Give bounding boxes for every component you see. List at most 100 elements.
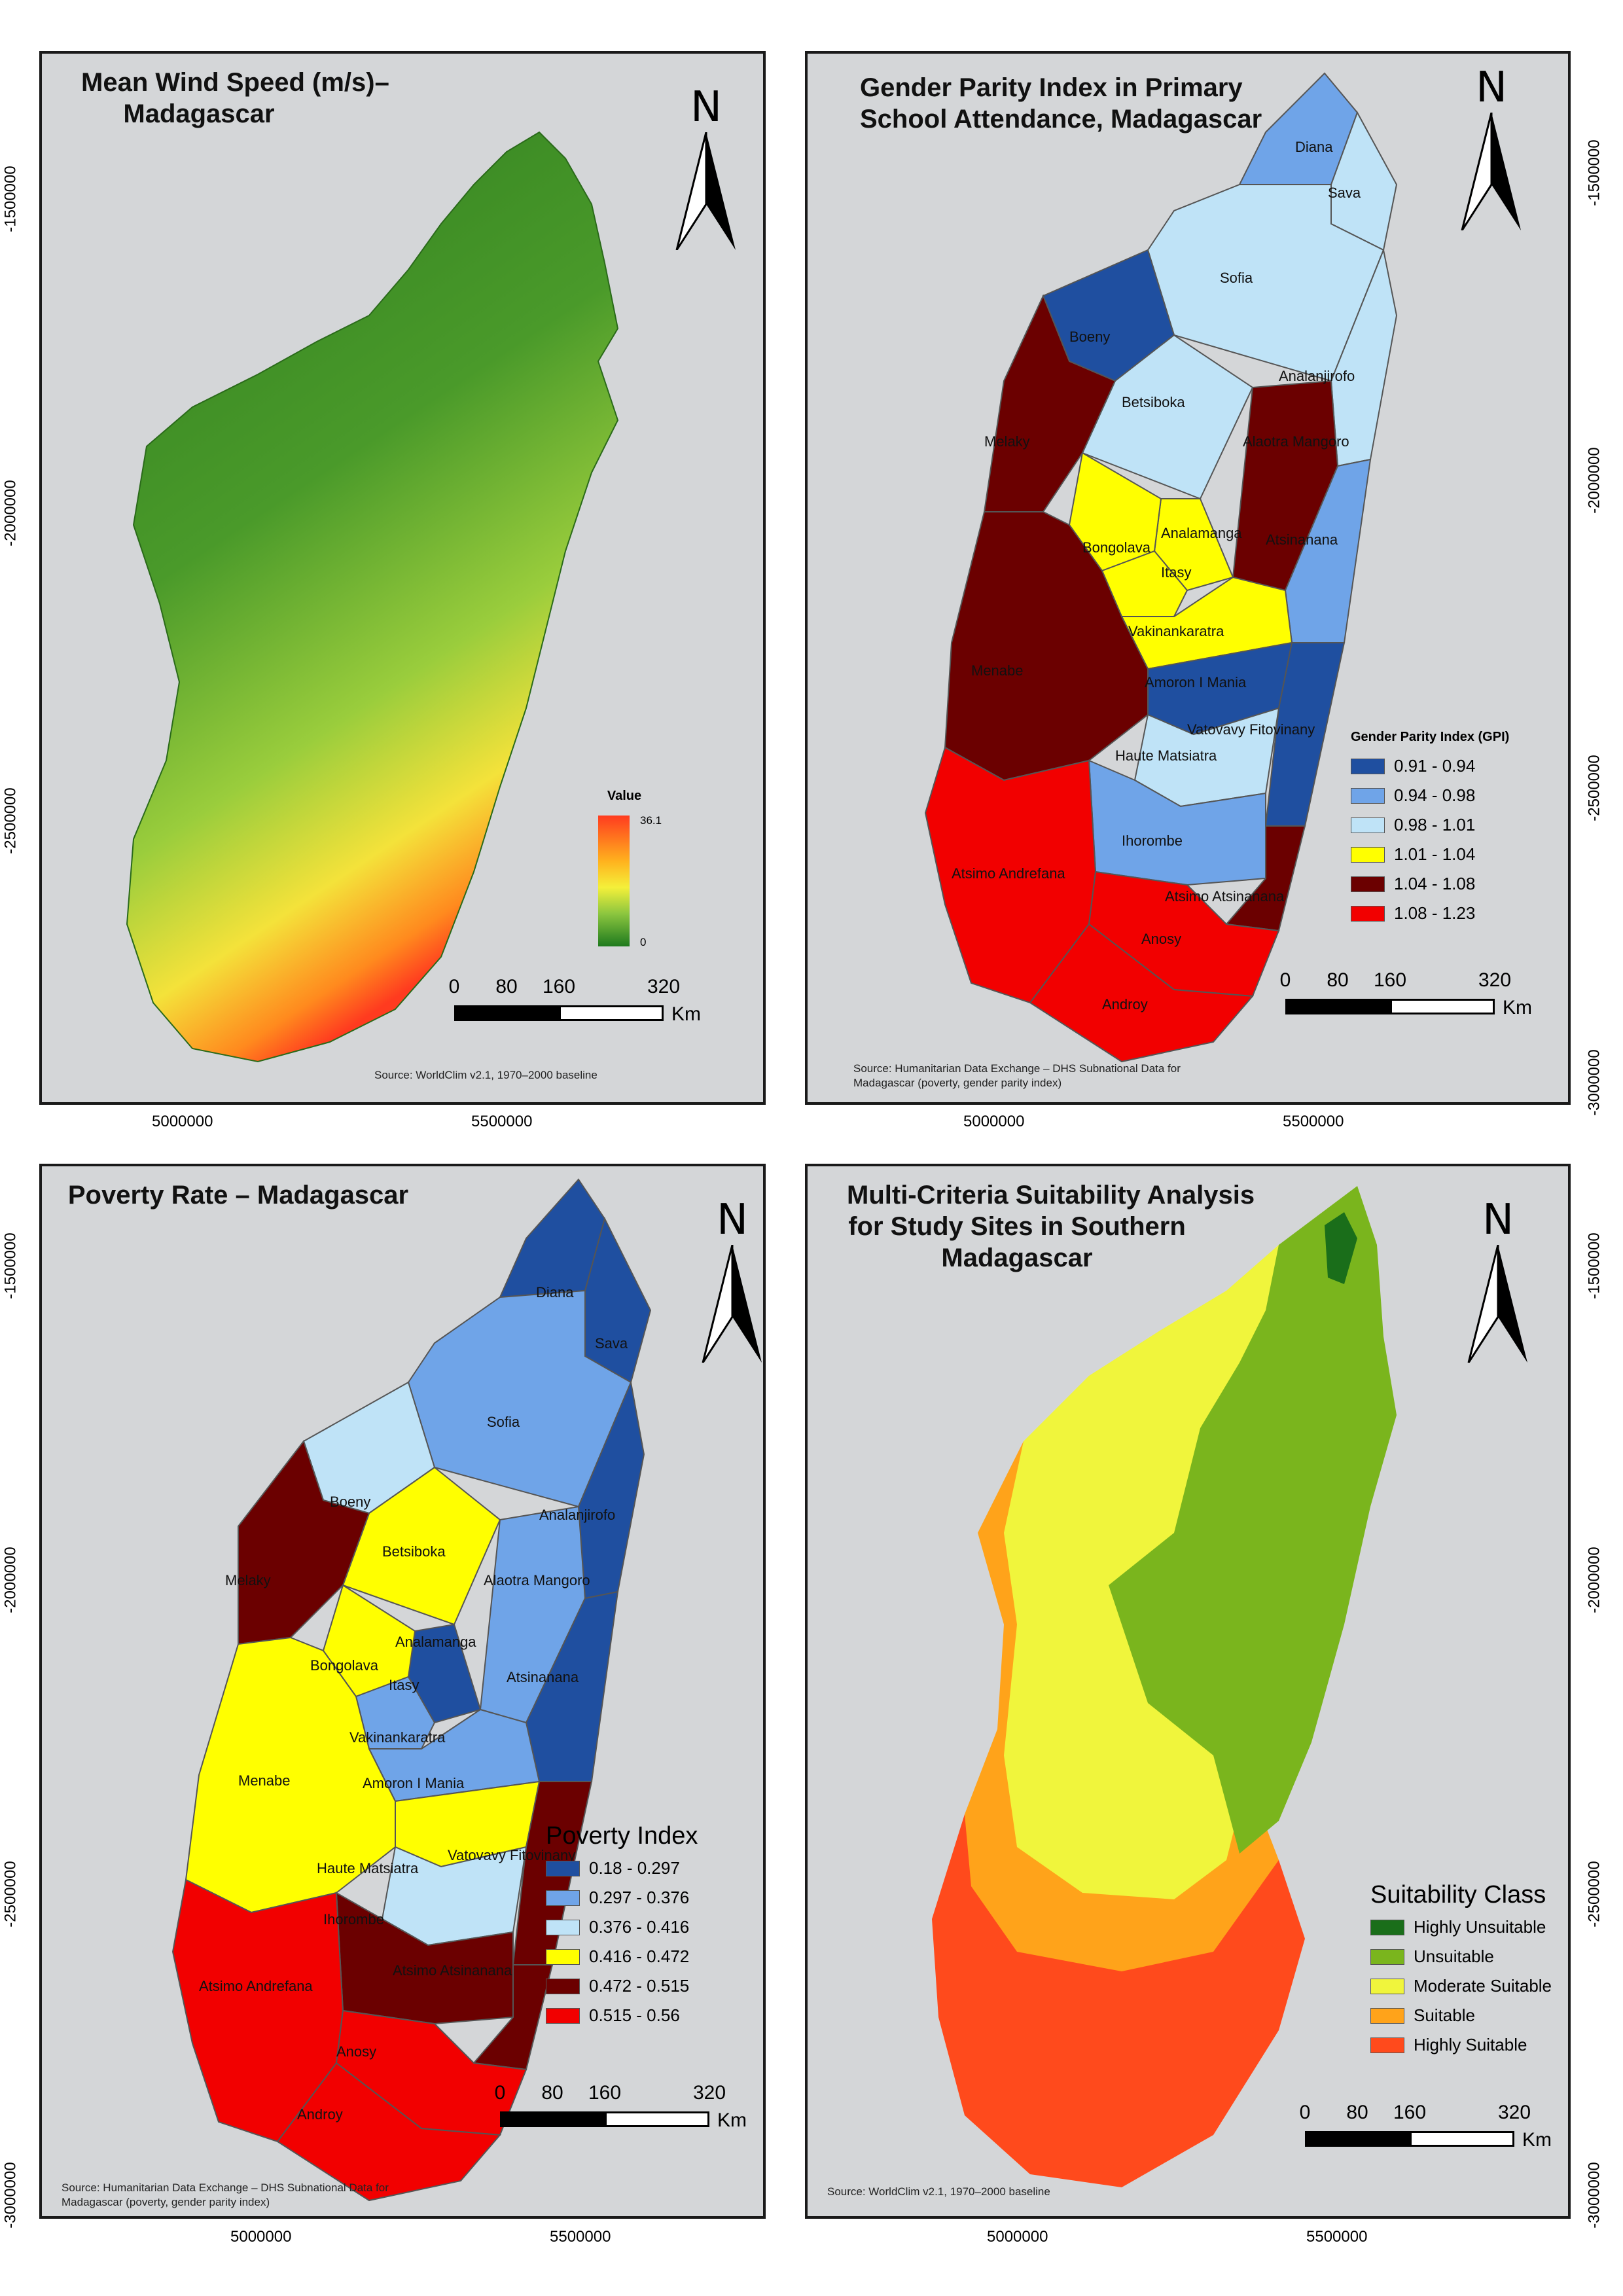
region-label: Analamanga (1161, 525, 1242, 541)
y-axis-tick: -2500000 (1, 787, 20, 854)
legend-item: 0.98 - 1.01 (1351, 810, 1509, 840)
legend-item: Moderate Suitable (1370, 1971, 1552, 2001)
north-arrow-icon: N (696, 1199, 763, 1369)
x-axis-tick: 5000000 (230, 2228, 292, 2246)
wind-speed-map-panel: Mean Wind Speed (m/s)– Madagascar N Valu… (39, 51, 766, 1105)
region-label: Vakinankaratra (1128, 623, 1224, 639)
region-label: Ihorombe (1122, 833, 1183, 849)
scale-bar: 0 80 160 320 Km (1279, 969, 1532, 1018)
y-axis-tick: -2500000 (1585, 755, 1603, 821)
y-axis-tick: -3000000 (1, 2162, 20, 2229)
region-label: Itasy (1161, 564, 1191, 581)
region-label: Sava (595, 1335, 628, 1352)
poverty-rate-map-panel: Diana Sava Sofia Boeny Analanjirofo Bets… (39, 1164, 766, 2219)
north-arrow-icon: N (1455, 67, 1527, 237)
y-axis-tick: -3000000 (1585, 1049, 1603, 1116)
scale-bar: 0 80 160 320 Km (494, 2082, 747, 2131)
region-label: Diana (1295, 139, 1333, 155)
gpi-legend: Gender Parity Index (GPI) 0.91 - 0.94 0.… (1351, 728, 1509, 928)
x-axis-tick: 5000000 (152, 1113, 213, 1130)
wind-speed-map (126, 131, 619, 1063)
y-axis-tick: -1500000 (1, 1232, 20, 1299)
legend-item: Highly Suitable (1370, 2030, 1552, 2060)
region-label: Menabe (238, 1772, 291, 1789)
region-label: Atsimo Atsinanana (1165, 888, 1285, 905)
legend-item: 0.376 - 0.416 (546, 1912, 698, 1942)
region-label: Bongolava (1082, 539, 1151, 556)
region-label: Analamanga (395, 1634, 476, 1650)
region-label: Vakinankaratra (349, 1729, 446, 1746)
y-axis-tick: -2000000 (1585, 1547, 1603, 1613)
region-label: Alaotra Mangoro (484, 1572, 590, 1588)
y-axis-tick: -2000000 (1, 1547, 20, 1613)
legend-item: 1.01 - 1.04 (1351, 840, 1509, 869)
suitability-legend: Suitability Class Highly Unsuitable Unsu… (1370, 1880, 1552, 2060)
region-label: Atsinanana (1266, 531, 1338, 548)
y-axis-tick: -3000000 (1585, 2162, 1603, 2229)
region-label: Amoron I Mania (1145, 674, 1247, 691)
region-label: Sofia (487, 1414, 520, 1430)
x-axis-tick: 5500000 (1306, 2228, 1368, 2246)
region-label: Menabe (971, 662, 1024, 679)
legend-item: 0.297 - 0.376 (546, 1883, 698, 1912)
x-axis-tick: 5000000 (963, 1113, 1025, 1130)
legend-item: 0.18 - 0.297 (546, 1854, 698, 1883)
region-menabe (185, 1636, 396, 1914)
suitability-map (932, 1186, 1397, 2187)
region-label: Amoron I Mania (363, 1775, 465, 1791)
x-axis-tick: 5500000 (550, 2228, 611, 2246)
gender-parity-map: Diana Sava Sofia Boeny Analanjirofo Bets… (924, 72, 1398, 1063)
source-note: Source: Humanitarian Data Exchange – DHS… (62, 2181, 389, 2208)
y-axis-tick: -2000000 (1, 480, 20, 547)
legend-item: 1.08 - 1.23 (1351, 899, 1509, 928)
region-label: Haute Matsiatra (317, 1860, 419, 1876)
y-axis-tick: -1500000 (1585, 139, 1603, 206)
y-axis-tick: -1500000 (1, 166, 20, 232)
north-arrow-icon: N (1462, 1199, 1534, 1369)
region-label: Bongolava (310, 1657, 379, 1674)
legend-item: 0.416 - 0.472 (546, 1942, 698, 1971)
scale-bar: 0 80 160 320 Km (448, 976, 701, 1025)
north-arrow-icon: N (670, 86, 742, 257)
legend-item: Suitable (1370, 2001, 1552, 2030)
region-label: Vatovavy Fitovinany (1187, 721, 1315, 738)
x-axis-tick: 5000000 (987, 2228, 1048, 2246)
map-title: Poverty Rate – Madagascar (67, 1181, 409, 1210)
region-label: Analanjirofo (539, 1507, 615, 1523)
x-axis-tick: 5500000 (1283, 1113, 1344, 1130)
region-label: Betsiboka (382, 1543, 446, 1560)
region-label: Haute Matsiatra (1115, 747, 1217, 764)
scale-bar: 0 80 160 320 Km (1299, 2102, 1552, 2151)
region-label: Atsimo Andrefana (952, 865, 1065, 882)
poverty-region-labels: Diana Sava Sofia Boeny Analanjirofo Bets… (199, 1284, 628, 2123)
region-label: Boeny (1069, 329, 1110, 345)
gender-parity-map-panel: Diana Sava Sofia Boeny Analanjirofo Bets… (805, 51, 1571, 1105)
region-label: Anosy (1141, 931, 1181, 947)
region-label: Itasy (389, 1677, 419, 1693)
map-title: Mean Wind Speed (m/s)– Madagascar (81, 68, 389, 128)
region-label: Ihorombe (323, 1911, 384, 1928)
map-title: Multi-Criteria Suitability Analysis for … (847, 1181, 1255, 1272)
region-label: Androy (1102, 996, 1148, 1013)
madagascar-landmass (126, 131, 619, 1063)
legend-item: 0.91 - 0.94 (1351, 751, 1509, 781)
legend-item: Highly Unsuitable (1370, 1912, 1552, 1942)
region-label: Boeny (330, 1494, 370, 1510)
gpi-region-labels: Diana Sava Sofia Boeny Analanjirofo Bets… (952, 139, 1361, 1013)
legend-item: 0.94 - 0.98 (1351, 781, 1509, 810)
legend-item: 1.04 - 1.08 (1351, 869, 1509, 899)
suitability-map-panel: Multi-Criteria Suitability Analysis for … (805, 1164, 1571, 2219)
source-note: Source: WorldClim v2.1, 1970–2000 baseli… (827, 2185, 1050, 2198)
region-label: Sofia (1220, 270, 1253, 286)
y-axis-tick: -2500000 (1, 1861, 20, 1928)
region-label: Atsimo Atsinanana (393, 1962, 512, 1979)
source-note: Source: Humanitarian Data Exchange – DHS… (853, 1062, 1181, 1089)
suitability-zone-unsuitable (1109, 1186, 1397, 1854)
region-label: Atsimo Andrefana (199, 1978, 313, 1994)
region-label: Analanjirofo (1279, 368, 1355, 384)
region-label: Androy (297, 2106, 343, 2123)
region-menabe (944, 511, 1149, 781)
source-note: Source: WorldClim v2.1, 1970–2000 baseli… (374, 1069, 597, 1081)
x-axis-tick: 5500000 (471, 1113, 533, 1130)
region-androy (276, 2062, 502, 2202)
